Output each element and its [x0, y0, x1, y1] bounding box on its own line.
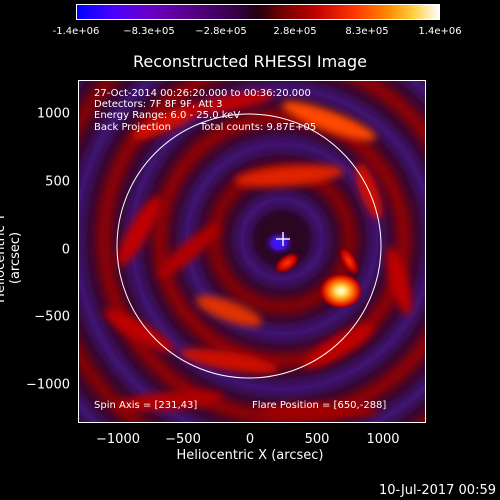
footer-date: 10-Jul-2017 00:59	[378, 483, 496, 498]
colorbar-tick: 2.8e+05	[273, 26, 317, 37]
colorbar-tick: −8.3e+05	[123, 26, 175, 37]
x-axis-label: Heliocentric X (arcsec)	[176, 448, 324, 463]
spin-axis-label: Spin Axis = [231,43]	[94, 400, 198, 411]
y-axis-label: Heliocentric Y (arcsec)	[0, 213, 23, 303]
x-tick-label: −1000	[96, 432, 140, 447]
colorbar-tick: 1.4e+06	[418, 26, 462, 37]
time-range-label: 27-Oct-2014 00:26:20.000 to 00:36:20.000	[94, 88, 311, 99]
colorbar	[76, 4, 440, 20]
y-tick-label: 500	[45, 174, 70, 190]
rhessi-image	[79, 81, 425, 422]
spin-axis-marker	[276, 232, 290, 246]
x-tick-label: 500	[304, 432, 330, 447]
negative-source	[263, 230, 295, 256]
x-tick-label: −500	[165, 432, 201, 447]
y-tick-label: 0	[61, 242, 70, 258]
method-label: Back Projection	[94, 122, 171, 133]
colorbar-tick: 8.3e+05	[345, 26, 389, 37]
x-tick-label: 1000	[366, 432, 400, 447]
y-tick-label: −1000	[26, 377, 70, 393]
solar-limb	[116, 113, 382, 379]
plot-title: Reconstructed RHESSI Image	[133, 52, 367, 71]
detectors-label: Detectors: 7F 8F 9F, Att 3	[94, 99, 223, 110]
colorbar-tick: -1.4e+06	[52, 26, 100, 37]
y-tick-label: 1000	[36, 106, 70, 122]
y-tick-label: −500	[34, 309, 70, 325]
flare-position-label: Flare Position = [650,-288]	[252, 400, 387, 411]
x-tick-label: 0	[245, 432, 255, 447]
energy-range-label: Energy Range: 6.0 - 25.0 keV	[94, 110, 241, 121]
total-counts-label: Total counts: 9.87E+05	[200, 122, 317, 133]
rhessi-image-panel	[78, 80, 426, 423]
colorbar-tick: −2.8e+05	[195, 26, 247, 37]
flare-source	[319, 273, 363, 309]
